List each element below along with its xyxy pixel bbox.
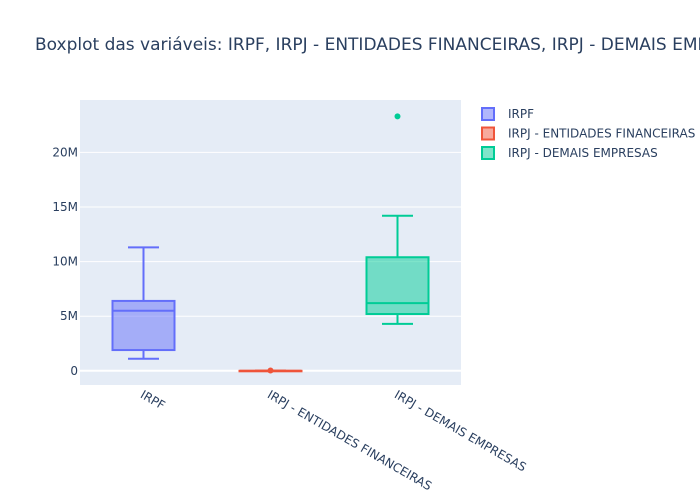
box-body (111, 299, 176, 352)
y-tick-label: 0 (70, 364, 78, 378)
box-irpj-demais-empresas (365, 113, 430, 325)
legend-swatch (481, 126, 495, 141)
y-tick-label: 10M (52, 255, 78, 269)
legend-swatch (481, 146, 495, 160)
x-tick-label: IRPJ - DEMAIS EMPRESAS (392, 387, 529, 474)
legend-swatch (481, 107, 495, 121)
outlier-point (394, 113, 401, 120)
box-body (365, 256, 430, 316)
legend-label: IRPJ - ENTIDADES FINANCEIRAS (508, 127, 695, 141)
chart-title: Boxplot das variáveis: IRPF, IRPJ - ENTI… (35, 35, 700, 55)
legend-item[interactable]: IRPJ - ENTIDADES FINANCEIRAS (481, 126, 695, 141)
legend[interactable]: IRPF IRPJ - ENTIDADES FINANCEIRAS IRPJ - D… (481, 107, 695, 160)
box-irpf (111, 246, 176, 360)
box-irpj-entidades-financeiras (238, 367, 303, 374)
outlier-point (267, 367, 274, 374)
legend-item[interactable]: IRPJ - DEMAIS EMPRESAS (481, 146, 658, 160)
y-tick-label: 20M (52, 145, 78, 159)
x-tick-label: IRPF (138, 387, 168, 412)
y-tick-label: 15M (52, 200, 78, 214)
y-tick-label: 5M (60, 309, 78, 323)
box-plots (111, 113, 430, 374)
y-axis-ticks: 0 5M 10M 15M 20M (52, 145, 78, 377)
legend-item[interactable]: IRPF (481, 107, 534, 121)
legend-label: IRPF (508, 107, 534, 121)
legend-label: IRPJ - DEMAIS EMPRESAS (508, 146, 658, 160)
